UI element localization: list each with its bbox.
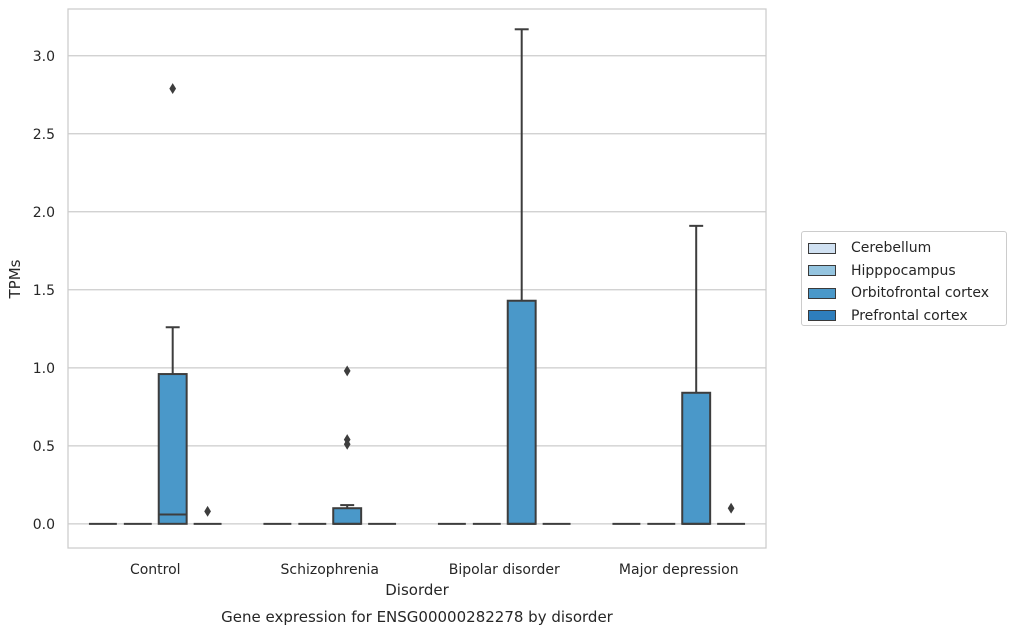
y-tick-label: 1.5 bbox=[33, 283, 55, 299]
plot-area-frame bbox=[67, 8, 767, 549]
box-body bbox=[157, 373, 188, 525]
y-axis-label: TPMs bbox=[6, 259, 24, 299]
legend-item: Cerebellum bbox=[808, 237, 1006, 260]
y-tick-label: 1.0 bbox=[33, 361, 55, 377]
legend: Cerebellum Hipppocampus Orbitofrontal cort… bbox=[801, 231, 1007, 326]
x-tick-label: Control bbox=[130, 562, 181, 578]
chart-title: Gene expression for ENSG00000282278 by d… bbox=[221, 608, 614, 626]
outlier-point bbox=[343, 434, 351, 446]
legend-swatch bbox=[808, 310, 836, 322]
box-orbitofrontal-cortex bbox=[681, 224, 712, 525]
box-body bbox=[506, 299, 537, 525]
y-tick-label: 2.5 bbox=[33, 127, 55, 143]
legend-label: Prefrontal cortex bbox=[851, 307, 968, 324]
legend-item: Prefrontal cortex bbox=[808, 305, 1006, 328]
legend-label: Hipppocampus bbox=[851, 262, 956, 279]
box-body bbox=[332, 507, 363, 525]
x-tick-labels: Control Schizophrenia Bipolar disorder Majo… bbox=[130, 562, 739, 578]
outlier-point bbox=[204, 505, 211, 517]
x-tick-label: Schizophrenia bbox=[281, 562, 379, 578]
box-orbitofrontal-cortex bbox=[332, 365, 363, 525]
legend-swatch bbox=[808, 265, 836, 277]
legend-item: Orbitofrontal cortex bbox=[808, 282, 1006, 305]
y-tick-label: 0.0 bbox=[33, 517, 55, 533]
outlier-point bbox=[169, 83, 177, 95]
outlier-point bbox=[727, 502, 735, 514]
y-tick-labels: 0.0 0.5 1.0 1.5 2.0 2.5 3.0 bbox=[33, 49, 55, 533]
y-tick-label: 2.0 bbox=[33, 205, 55, 221]
legend-swatch bbox=[808, 242, 836, 254]
x-tick-label: Bipolar disorder bbox=[449, 562, 560, 578]
box-series bbox=[88, 28, 746, 525]
legend-item: Hipppocampus bbox=[808, 260, 1006, 283]
outlier-point bbox=[343, 365, 351, 377]
y-tick-label: 3.0 bbox=[33, 49, 55, 65]
box-prefrontal-cortex bbox=[717, 502, 746, 525]
box-orbitofrontal-cortex bbox=[506, 28, 537, 525]
x-axis-label: Disorder bbox=[385, 581, 449, 599]
box-orbitofrontal-cortex bbox=[157, 83, 188, 525]
legend-label: Orbitofrontal cortex bbox=[851, 285, 989, 302]
y-tick-label: 0.5 bbox=[33, 439, 55, 455]
box-body bbox=[681, 391, 712, 525]
legend-swatch bbox=[808, 287, 836, 299]
x-tick-label: Major depression bbox=[619, 562, 739, 578]
box-prefrontal-cortex bbox=[193, 505, 222, 525]
legend-label: Cerebellum bbox=[851, 240, 932, 257]
